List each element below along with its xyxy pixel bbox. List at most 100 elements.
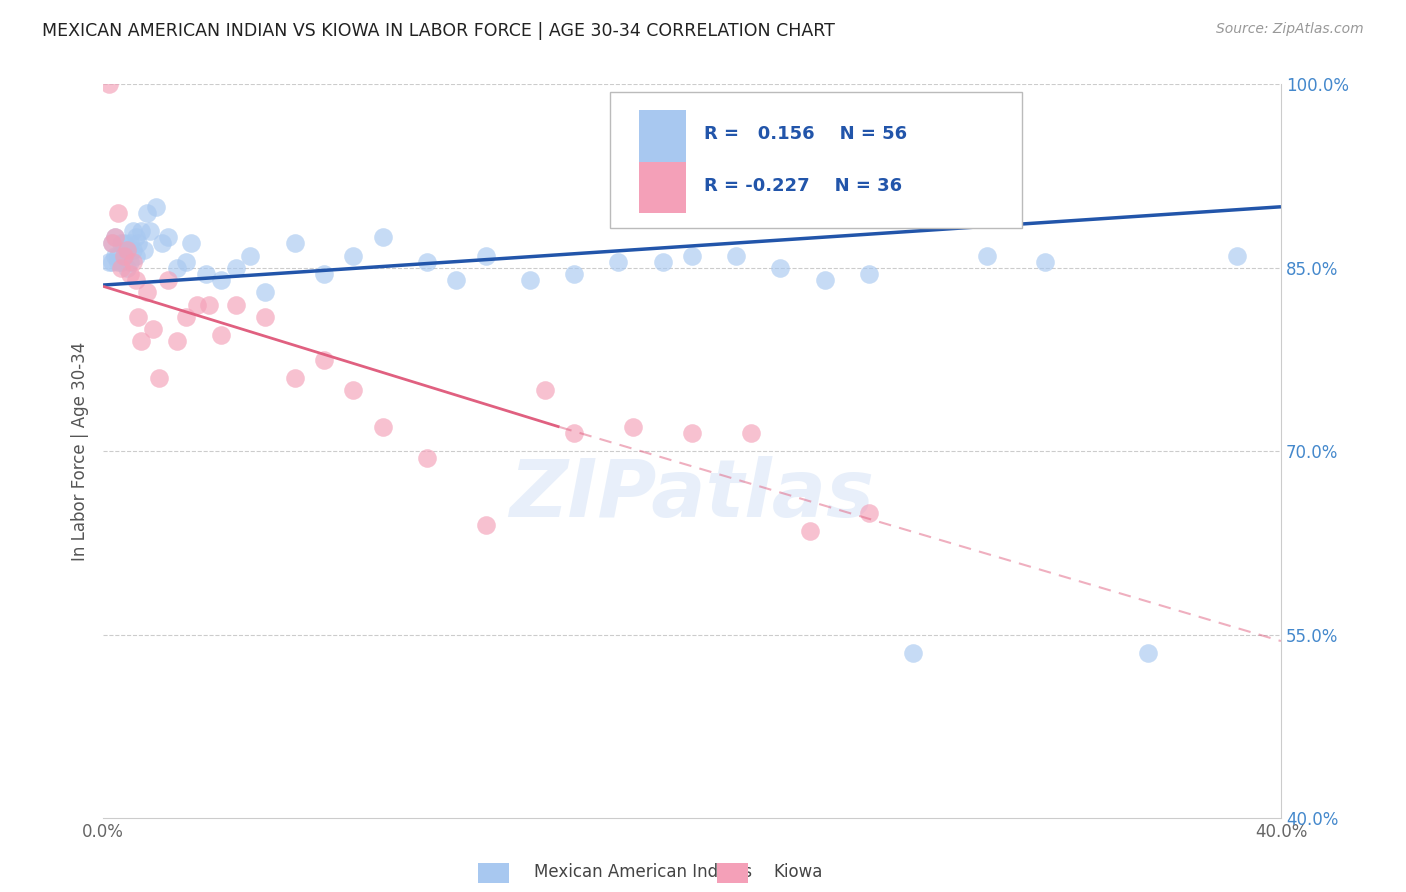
Point — [112, 236, 135, 251]
Point — [118, 236, 141, 251]
Point — [312, 267, 335, 281]
Point — [725, 249, 748, 263]
Point — [446, 273, 468, 287]
Point — [118, 255, 141, 269]
Point — [156, 230, 179, 244]
Point — [475, 517, 498, 532]
Point — [166, 334, 188, 349]
Point — [254, 310, 277, 324]
Point — [225, 260, 247, 275]
Point — [115, 243, 138, 257]
Point — [127, 310, 149, 324]
Point — [416, 450, 439, 465]
Point — [371, 420, 394, 434]
Point — [1226, 249, 1249, 263]
Text: Source: ZipAtlas.com: Source: ZipAtlas.com — [1216, 22, 1364, 37]
Bar — [640, 110, 686, 161]
Point — [107, 249, 129, 263]
Point — [98, 255, 121, 269]
Point — [607, 255, 630, 269]
Point — [118, 267, 141, 281]
Point — [342, 249, 364, 263]
Point — [562, 267, 585, 281]
Point — [110, 255, 132, 269]
Point — [976, 249, 998, 263]
Point — [254, 285, 277, 300]
Point — [110, 236, 132, 251]
Point — [174, 310, 197, 324]
Text: R = -0.227    N = 36: R = -0.227 N = 36 — [704, 177, 901, 194]
Point — [142, 322, 165, 336]
Point — [740, 426, 762, 441]
Point — [110, 260, 132, 275]
Point — [681, 426, 703, 441]
Point — [104, 230, 127, 244]
Point — [209, 328, 232, 343]
Text: R =   0.156    N = 56: R = 0.156 N = 56 — [704, 126, 907, 144]
Point — [156, 273, 179, 287]
Point — [101, 236, 124, 251]
Point — [813, 273, 835, 287]
Point — [145, 200, 167, 214]
Point — [98, 78, 121, 92]
Point — [107, 206, 129, 220]
Point — [239, 249, 262, 263]
Point — [799, 524, 821, 538]
Point — [186, 298, 208, 312]
Point — [121, 243, 143, 257]
Point — [901, 646, 924, 660]
Point — [533, 384, 555, 398]
Point — [101, 255, 124, 269]
Point — [475, 249, 498, 263]
Point — [769, 260, 792, 275]
Point — [124, 273, 146, 287]
Point — [195, 267, 218, 281]
Point — [121, 255, 143, 269]
Point — [136, 285, 159, 300]
Point — [283, 371, 305, 385]
Text: Kiowa: Kiowa — [773, 863, 823, 881]
Point — [1035, 255, 1057, 269]
Point — [858, 506, 880, 520]
FancyBboxPatch shape — [610, 92, 1022, 227]
Point — [134, 243, 156, 257]
Point — [101, 236, 124, 251]
Point — [115, 243, 138, 257]
Point — [104, 249, 127, 263]
Point — [148, 371, 170, 385]
Point — [124, 230, 146, 244]
Point — [209, 273, 232, 287]
Text: ZIPatlas: ZIPatlas — [509, 457, 875, 534]
Text: MEXICAN AMERICAN INDIAN VS KIOWA IN LABOR FORCE | AGE 30-34 CORRELATION CHART: MEXICAN AMERICAN INDIAN VS KIOWA IN LABO… — [42, 22, 835, 40]
Point — [1137, 646, 1160, 660]
Point — [131, 334, 153, 349]
Point — [651, 255, 673, 269]
Point — [342, 384, 364, 398]
Point — [519, 273, 541, 287]
Point — [858, 267, 880, 281]
Point — [180, 236, 202, 251]
Point — [166, 260, 188, 275]
Point — [107, 255, 129, 269]
Point — [312, 352, 335, 367]
Point — [416, 255, 439, 269]
Point — [371, 230, 394, 244]
Point — [225, 298, 247, 312]
Bar — [640, 161, 686, 213]
Point — [150, 236, 173, 251]
Point — [127, 236, 149, 251]
Point — [131, 224, 153, 238]
Point — [283, 236, 305, 251]
Point — [562, 426, 585, 441]
Point — [112, 249, 135, 263]
Point — [139, 224, 162, 238]
Point — [112, 249, 135, 263]
Text: Mexican American Indians: Mexican American Indians — [534, 863, 752, 881]
Point — [104, 230, 127, 244]
Point — [681, 249, 703, 263]
Point — [174, 255, 197, 269]
Y-axis label: In Labor Force | Age 30-34: In Labor Force | Age 30-34 — [72, 342, 89, 561]
Point — [621, 420, 644, 434]
Point — [115, 260, 138, 275]
Point — [136, 206, 159, 220]
